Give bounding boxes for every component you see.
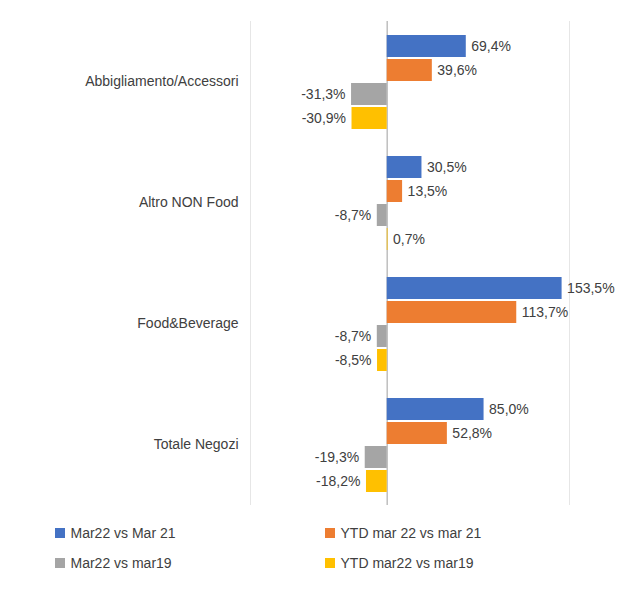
html-text:YTD mar 22 vs mar 21: YTD mar 22 vs mar 21 (340, 525, 482, 541)
svg-text:13,5%: 13,5% (408, 183, 448, 199)
html-text:Mar22 vs mar19: Mar22 vs mar19 (70, 555, 172, 571)
html-text:YTD mar22 vs mar19: YTD mar22 vs mar19 (340, 555, 474, 571)
svg-text:Food&Beverage: Food&Beverage (137, 315, 238, 331)
svg-text:-18,2%: -18,2% (316, 473, 360, 489)
svg-text:-31,3%: -31,3% (301, 86, 345, 102)
svg-text:30,5%: 30,5% (427, 159, 467, 175)
svg-text:-8,5%: -8,5% (335, 352, 372, 368)
svg-text:39,6%: 39,6% (437, 62, 477, 78)
svg-text:-8,7%: -8,7% (335, 328, 372, 344)
svg-text:153,5%: 153,5% (567, 280, 614, 296)
svg-text:-19,3%: -19,3% (315, 449, 359, 465)
svg-text:Altro NON Food: Altro NON Food (139, 194, 239, 210)
svg-text:-8,7%: -8,7% (335, 207, 372, 223)
svg-text:113,7%: 113,7% (522, 304, 568, 320)
svg-text:0,7%: 0,7% (393, 231, 425, 247)
svg-text:69,4%: 69,4% (471, 38, 511, 54)
svg-text:85,0%: 85,0% (489, 401, 529, 417)
svg-text:52,8%: 52,8% (452, 425, 492, 441)
html-text:Mar22 vs Mar 21: Mar22 vs Mar 21 (70, 525, 176, 541)
svg-text:-30,9%: -30,9% (302, 110, 346, 126)
svg-text:Abbigliamento/Accessori: Abbigliamento/Accessori (85, 73, 238, 89)
svg-text:Totale Negozi: Totale Negozi (154, 436, 239, 452)
